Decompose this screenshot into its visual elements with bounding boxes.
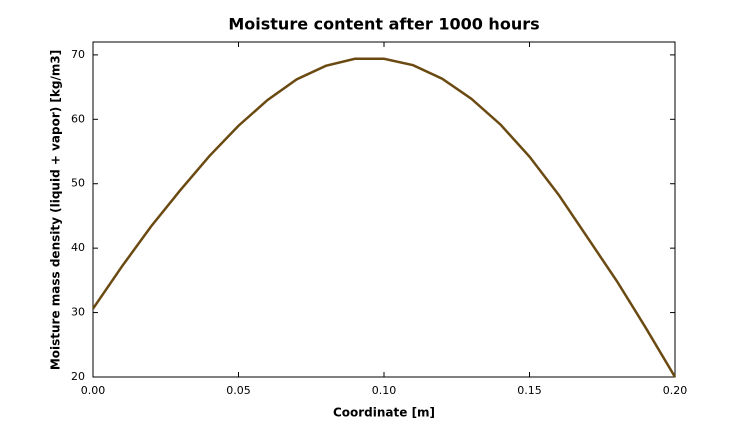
- x-tick-label: 0.15: [517, 384, 542, 397]
- x-tick-label: 0.20: [663, 384, 688, 397]
- x-tick-label: 0.10: [372, 384, 397, 397]
- x-axis-label: Coordinate [m]: [333, 406, 435, 420]
- y-tick-label: 30: [71, 306, 85, 319]
- y-tick-label: 50: [71, 177, 85, 190]
- data-line: [91, 57, 677, 378]
- y-tick-label: 70: [71, 48, 85, 61]
- y-tick-label: 20: [71, 370, 85, 383]
- y-tick-label: 40: [71, 241, 85, 254]
- plot-frame: [92, 41, 676, 378]
- x-tick-label: 0.05: [226, 384, 251, 397]
- y-axis-label: Moisture mass density (liquid + vapor) […: [49, 50, 63, 370]
- y-tick-label: 60: [71, 112, 85, 125]
- x-tick-label: 0.00: [81, 384, 106, 397]
- chart-title: Moisture content after 1000 hours: [228, 15, 539, 34]
